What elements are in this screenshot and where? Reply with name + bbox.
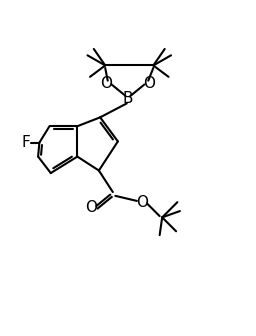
Text: F: F xyxy=(21,135,30,150)
Text: O: O xyxy=(144,76,156,91)
Text: O: O xyxy=(100,76,112,91)
Text: O: O xyxy=(136,195,148,210)
Text: O: O xyxy=(85,200,97,215)
Text: B: B xyxy=(123,91,133,106)
